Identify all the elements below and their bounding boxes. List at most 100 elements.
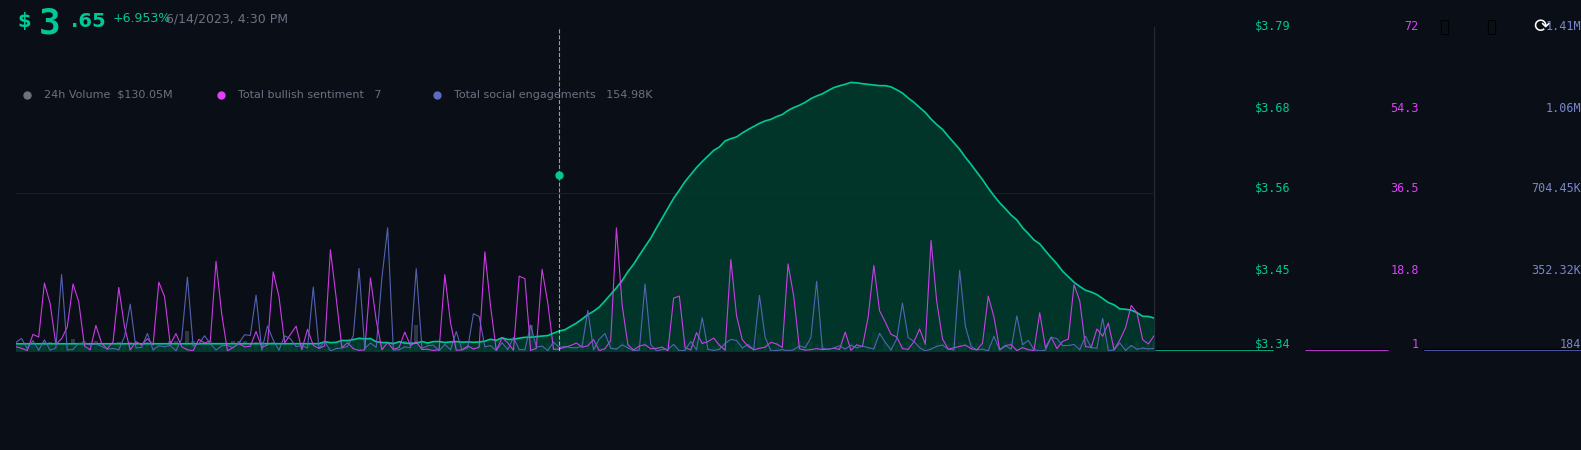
Bar — [694, 341, 699, 351]
Bar — [963, 343, 968, 351]
Bar — [198, 348, 201, 351]
Bar — [259, 342, 264, 351]
Bar — [25, 343, 30, 351]
Bar — [128, 342, 133, 351]
Bar — [877, 349, 882, 351]
Bar — [272, 342, 275, 351]
Bar — [266, 346, 269, 351]
Bar — [449, 342, 452, 351]
Text: $3.34: $3.34 — [1255, 338, 1290, 351]
Bar — [82, 342, 87, 351]
Bar — [471, 346, 476, 351]
Bar — [54, 343, 58, 351]
Bar — [884, 342, 887, 351]
Bar — [432, 346, 435, 351]
Bar — [329, 346, 332, 351]
Bar — [740, 347, 745, 351]
Bar — [47, 342, 52, 351]
Bar — [1050, 342, 1053, 351]
Text: 54.3: 54.3 — [1390, 102, 1418, 114]
FancyBboxPatch shape — [1303, 349, 1390, 357]
Bar — [100, 346, 104, 351]
Bar — [414, 325, 419, 351]
Text: $: $ — [17, 12, 32, 31]
Bar — [534, 346, 539, 351]
Text: 1.06M: 1.06M — [1545, 102, 1581, 114]
Text: .65: .65 — [71, 12, 106, 31]
Bar — [934, 342, 939, 351]
Bar — [300, 345, 304, 351]
Bar — [764, 344, 767, 351]
Bar — [460, 342, 463, 351]
Bar — [489, 348, 493, 351]
Bar — [1055, 342, 1059, 351]
Bar — [672, 346, 675, 351]
Bar — [930, 347, 933, 351]
Bar — [945, 343, 950, 351]
Bar — [545, 343, 550, 351]
Bar — [379, 342, 384, 351]
Bar — [991, 343, 996, 351]
Text: 🔔: 🔔 — [1439, 18, 1448, 36]
Bar — [443, 344, 447, 351]
Bar — [1072, 347, 1077, 351]
Bar — [655, 347, 658, 351]
Bar — [855, 345, 858, 351]
Bar — [145, 342, 149, 351]
Bar — [1096, 347, 1099, 351]
Bar — [231, 341, 236, 351]
Bar — [528, 325, 533, 351]
Bar — [1153, 341, 1156, 351]
Bar — [602, 348, 607, 351]
Bar — [1111, 342, 1116, 351]
Bar — [969, 342, 972, 351]
Bar — [786, 348, 790, 351]
Bar — [163, 347, 166, 351]
Bar — [174, 341, 179, 351]
Bar — [226, 346, 229, 351]
Bar — [482, 347, 487, 351]
Bar — [729, 348, 734, 351]
Bar — [500, 347, 504, 351]
Text: 72: 72 — [1404, 21, 1418, 33]
Bar — [248, 345, 253, 351]
Bar — [711, 346, 716, 351]
Bar — [71, 339, 74, 351]
Bar — [871, 332, 876, 351]
Bar — [346, 346, 349, 351]
Bar — [895, 345, 898, 351]
Bar — [677, 349, 681, 351]
Bar — [980, 343, 985, 351]
Bar — [316, 343, 321, 351]
Bar — [751, 345, 756, 351]
Bar — [294, 348, 299, 351]
Bar — [1146, 344, 1151, 351]
Bar — [351, 344, 356, 351]
Text: 1: 1 — [1412, 338, 1418, 351]
Bar — [923, 344, 928, 351]
Bar — [392, 342, 395, 351]
Bar — [1135, 341, 1138, 351]
Bar — [792, 342, 795, 351]
Bar — [952, 342, 957, 351]
Bar — [277, 349, 281, 351]
Bar — [237, 341, 240, 351]
Bar — [803, 342, 808, 351]
Text: 184: 184 — [1559, 338, 1581, 351]
Bar — [775, 342, 778, 351]
Bar — [466, 346, 470, 351]
Bar — [814, 344, 819, 351]
Bar — [569, 348, 572, 351]
Text: $3.68: $3.68 — [1255, 102, 1290, 114]
Bar — [1100, 333, 1105, 351]
Bar — [768, 348, 773, 351]
Bar — [1078, 344, 1081, 351]
Bar — [512, 347, 515, 351]
Bar — [718, 343, 721, 351]
Bar — [707, 348, 710, 351]
Bar — [32, 346, 35, 351]
Bar — [152, 347, 155, 351]
Bar — [495, 346, 498, 351]
Bar — [648, 348, 653, 351]
Bar — [202, 344, 207, 351]
